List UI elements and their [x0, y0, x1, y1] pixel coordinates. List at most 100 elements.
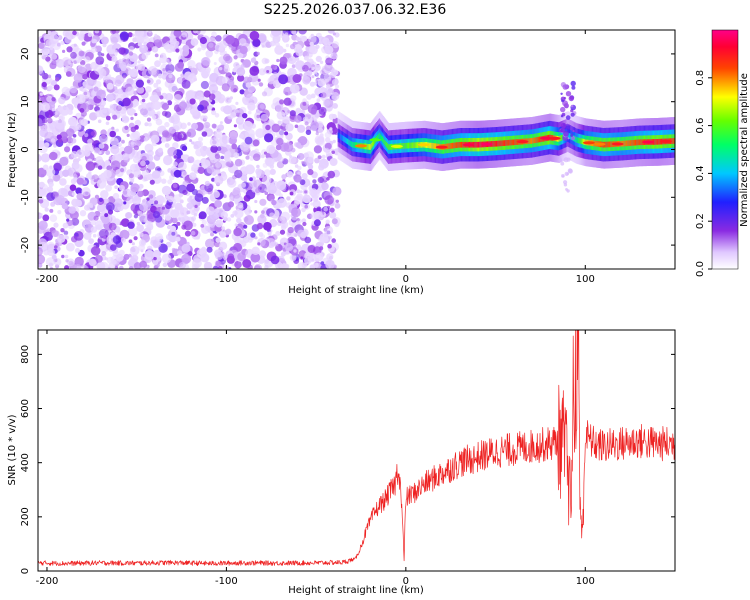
noise-blob — [190, 230, 196, 236]
noise-blob — [80, 85, 87, 93]
noise-blob — [321, 78, 328, 85]
ridge-segment — [539, 136, 542, 143]
noise-blob — [69, 184, 77, 191]
noise-blob — [38, 155, 41, 160]
noise-blob — [176, 221, 181, 226]
ridge-segment — [457, 142, 459, 148]
ridge-segment — [502, 140, 505, 146]
ridge-segment — [507, 140, 509, 146]
ridge-peak — [582, 141, 595, 145]
noise-blob — [220, 155, 225, 160]
ridge-segment — [383, 138, 385, 144]
noise-blob — [133, 262, 142, 269]
noise-blob — [250, 57, 257, 63]
noise-blob — [209, 210, 219, 220]
ridge-segment — [369, 144, 371, 150]
noise-blob — [255, 168, 262, 175]
noise-blob — [236, 217, 242, 224]
noise-blob — [161, 102, 169, 111]
ridge-segment — [493, 141, 496, 147]
noise-blob — [59, 156, 69, 166]
noise-blob — [334, 202, 341, 209]
noise-blob — [143, 136, 149, 142]
ridge-segment — [631, 140, 633, 146]
noise-blob — [152, 259, 159, 266]
noise-blob — [264, 264, 269, 269]
noise-blob — [240, 174, 248, 181]
ridge-segment — [431, 142, 434, 149]
noise-blob — [283, 97, 292, 106]
noise-blob — [204, 180, 210, 186]
noise-blob — [152, 101, 162, 110]
ridge-segment — [406, 142, 409, 149]
noise-blob — [196, 95, 200, 100]
noise-blob — [244, 208, 252, 216]
noise-blob — [189, 139, 193, 143]
noise-blob — [48, 176, 52, 180]
noise-blob — [276, 137, 284, 146]
noise-blob — [279, 263, 289, 269]
noise-blob — [153, 82, 159, 88]
noise-blob — [38, 254, 46, 265]
noise-blob — [184, 230, 191, 237]
noise-blob — [295, 49, 303, 57]
ridge-segment — [540, 136, 542, 143]
noise-blob — [234, 169, 243, 179]
ridge-spur — [564, 171, 569, 176]
noise-blob — [331, 114, 337, 119]
noise-blob — [191, 141, 195, 145]
noise-blob — [212, 190, 220, 198]
noise-blob — [81, 144, 91, 153]
ridge-segment — [505, 140, 507, 146]
ridge-segment — [496, 140, 499, 147]
noise-blob — [314, 112, 320, 118]
ridge-segment — [345, 137, 348, 144]
ridge-segment — [495, 140, 498, 147]
noise-blob — [315, 73, 319, 78]
ridge-segment — [627, 140, 629, 147]
noise-blob — [174, 202, 183, 211]
noise-blob — [180, 73, 185, 78]
noise-blob — [233, 88, 238, 93]
noise-blob — [144, 122, 149, 127]
noise-blob — [150, 134, 160, 144]
noise-blob — [258, 232, 264, 237]
snr-marks — [38, 330, 675, 567]
noise-blob — [141, 53, 148, 60]
noise-blob — [297, 171, 302, 176]
spectrogram-marks — [38, 30, 675, 269]
noise-blob — [119, 265, 124, 269]
noise-blob — [165, 44, 175, 53]
ridge-segment — [447, 143, 449, 150]
noise-blob — [93, 179, 97, 183]
ridge-segment — [498, 140, 500, 147]
noise-blob — [133, 145, 139, 151]
noise-blob — [51, 60, 57, 66]
ridge-segment — [341, 134, 343, 141]
ridge-segment — [608, 141, 611, 148]
ridge-segment — [378, 132, 381, 138]
noise-blob — [293, 200, 300, 206]
noise-blob — [264, 133, 274, 143]
noise-blob — [112, 114, 118, 120]
noise-blob — [332, 117, 339, 124]
noise-blob — [129, 245, 140, 256]
noise-blob — [312, 179, 317, 184]
noise-blob — [233, 242, 243, 252]
noise-blob — [326, 253, 334, 261]
noise-blob — [313, 212, 319, 217]
ridge-peak — [593, 142, 606, 146]
noise-blob — [318, 127, 324, 134]
noise-blob — [39, 213, 43, 217]
colorbar-gradient — [711, 29, 739, 270]
noise-blob — [119, 61, 126, 69]
ridge-segment — [372, 140, 375, 147]
y-tick-label: -10 — [20, 189, 31, 205]
ridge-segment — [623, 140, 626, 147]
noise-blob — [81, 41, 86, 46]
noise-blob — [178, 161, 187, 171]
ridge-segment — [386, 141, 388, 148]
noise-blob — [275, 231, 281, 236]
snr-series-line — [38, 330, 675, 567]
